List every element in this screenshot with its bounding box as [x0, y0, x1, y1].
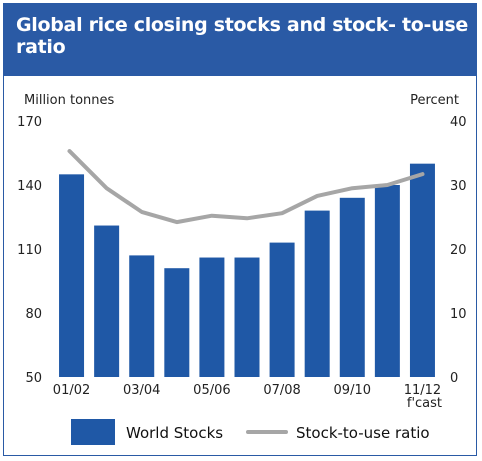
bar-world-stocks — [129, 255, 155, 377]
right-tick-label: 40 — [450, 115, 467, 130]
legend-swatch-world-stocks — [71, 419, 115, 445]
left-axis-label: Million tonnes — [24, 93, 115, 108]
legend-label-stock-to-use: Stock-to-use ratio — [296, 424, 430, 442]
bars — [59, 163, 435, 377]
legend: World Stocks Stock-to-use ratio — [4, 409, 476, 449]
bar-world-stocks — [304, 210, 330, 377]
right-tick-label: 20 — [450, 243, 467, 258]
x-tick-label: 05/06 — [193, 383, 230, 398]
left-tick-label: 170 — [17, 115, 42, 130]
left-axis-ticks: 50 80 110 140 170 — [17, 115, 42, 386]
left-tick-label: 50 — [25, 371, 42, 386]
right-tick-label: 10 — [450, 307, 467, 322]
bar-world-stocks — [94, 225, 120, 377]
chart-frame: Global rice closing stocks and stock- to… — [3, 3, 477, 456]
bar-world-stocks — [339, 197, 365, 377]
x-tick-label: 03/04 — [123, 383, 160, 398]
bar-world-stocks — [164, 268, 190, 377]
x-tick-label: 01/02 — [53, 383, 90, 398]
left-tick-label: 80 — [25, 307, 42, 322]
legend-label-world-stocks: World Stocks — [126, 424, 224, 442]
bar-world-stocks — [374, 185, 400, 377]
right-axis-label: Percent — [410, 93, 459, 108]
title-bar: Global rice closing stocks and stock- to… — [4, 4, 476, 76]
x-tick-label: 11/12 — [404, 383, 441, 398]
bar-world-stocks — [199, 257, 225, 377]
right-axis-ticks: 0 10 20 30 40 — [450, 115, 467, 386]
x-tick-label: 09/10 — [334, 383, 371, 398]
forecast-note: f'cast — [407, 396, 442, 409]
line-stock-to-use-ratio — [67, 149, 425, 225]
bar-world-stocks — [59, 174, 85, 377]
bar-world-stocks — [234, 257, 260, 377]
left-tick-label: 110 — [17, 243, 42, 258]
right-tick-label: 0 — [450, 371, 458, 386]
x-tick-label: 07/08 — [263, 383, 300, 398]
bar-world-stocks — [269, 242, 295, 377]
x-axis-ticks: 01/02 03/04 05/06 07/08 09/10 11/12 — [53, 383, 441, 398]
legend-swatch-stock-to-use — [246, 430, 288, 434]
chart-title: Global rice closing stocks and stock- to… — [16, 14, 468, 58]
chart-svg: Million tonnes Percent 50 80 110 140 170 0 10… — [17, 93, 467, 409]
left-tick-label: 140 — [17, 179, 42, 194]
stock-to-use-line-layer — [67, 149, 425, 225]
bar-world-stocks — [409, 163, 435, 377]
right-tick-label: 30 — [450, 179, 467, 194]
